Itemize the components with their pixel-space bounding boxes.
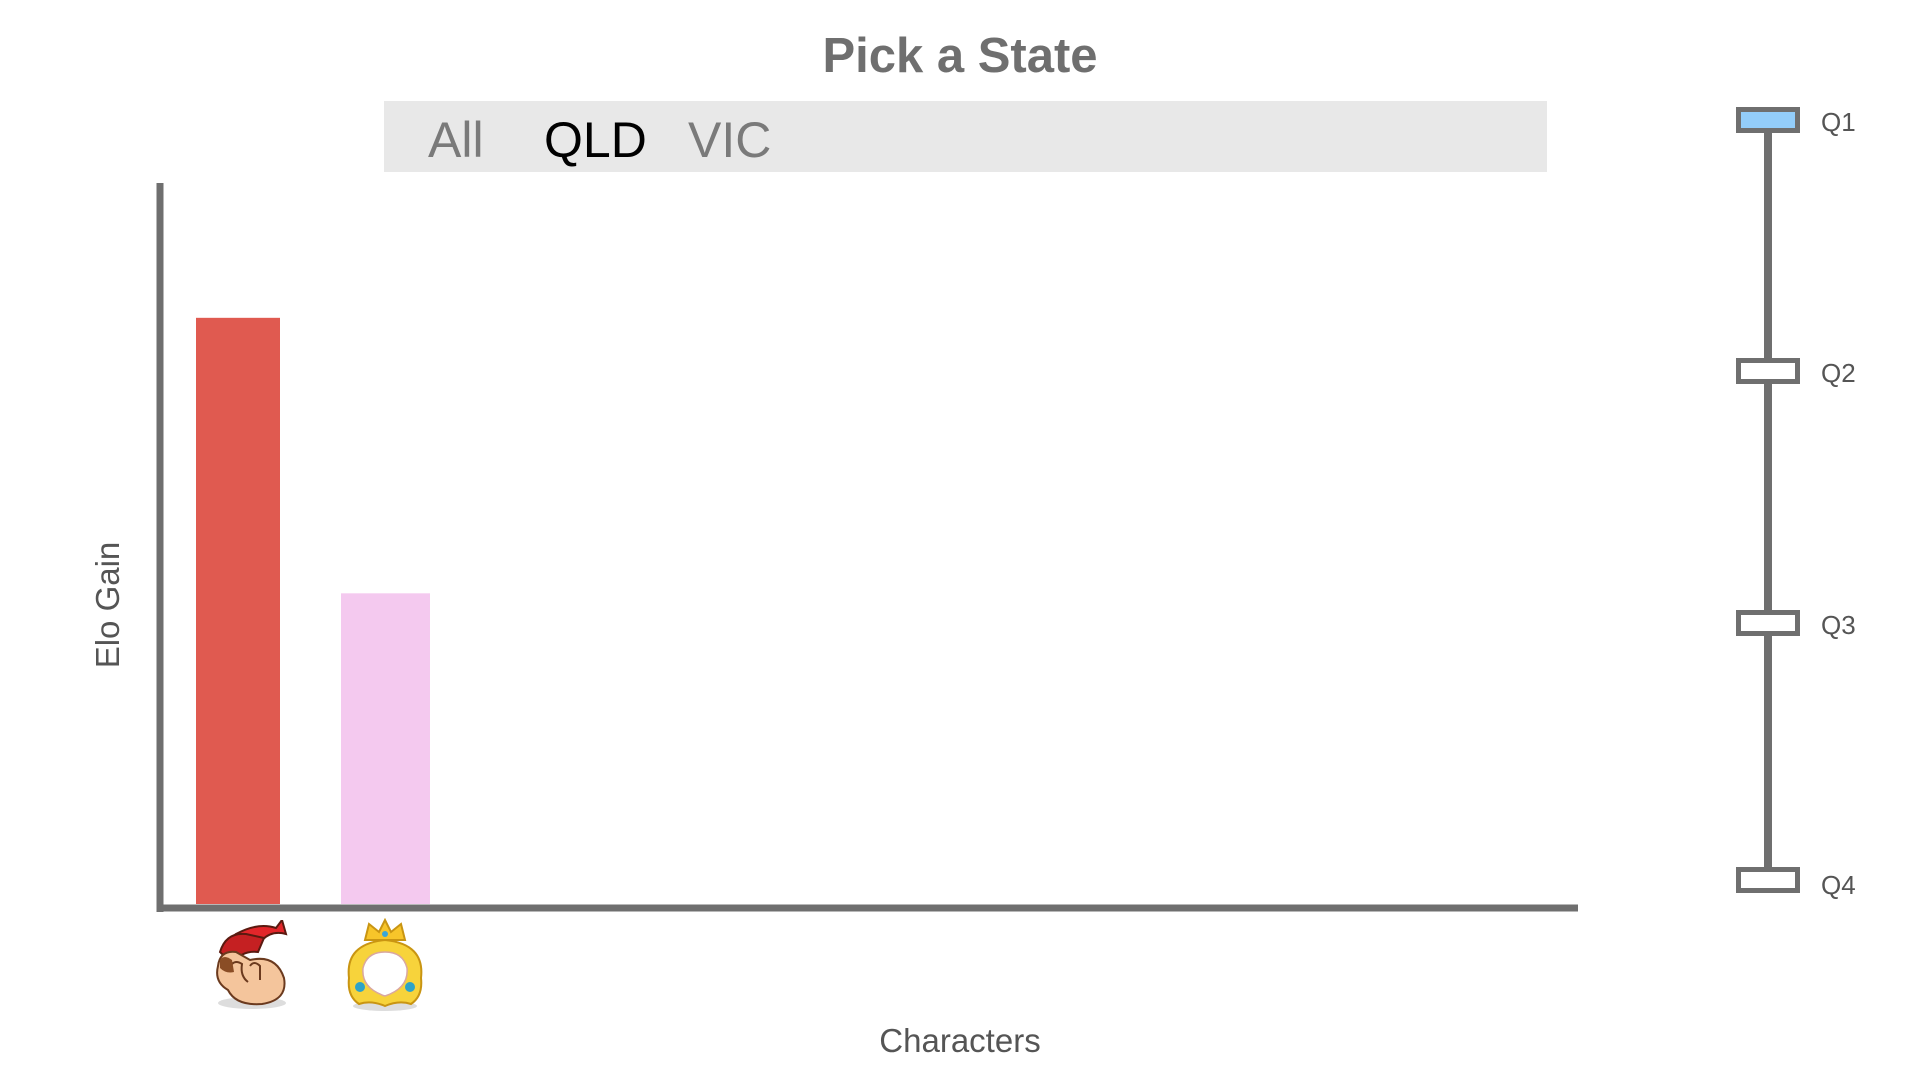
slider-stop-q2[interactable] bbox=[1736, 358, 1800, 384]
page-title: Pick a State bbox=[822, 29, 1098, 83]
bar-donkey-kong bbox=[196, 317, 280, 904]
slider-stop-q3[interactable] bbox=[1736, 610, 1800, 636]
bar-peach bbox=[341, 593, 430, 904]
state-tab-bar: All QLD VIC bbox=[384, 101, 1547, 172]
tab-vic[interactable]: VIC bbox=[688, 112, 772, 168]
slider-label-q4: Q4 bbox=[1821, 870, 1856, 900]
slider-stop-q4[interactable] bbox=[1736, 867, 1800, 893]
slider-label-q2: Q2 bbox=[1821, 358, 1856, 388]
donkey-kong-icon bbox=[216, 920, 288, 1009]
y-axis-label: Elo Gain bbox=[89, 541, 126, 669]
quartile-slider-track[interactable] bbox=[1764, 122, 1772, 892]
x-axis-label: Characters bbox=[879, 1022, 1041, 1059]
slider-stop-q1[interactable] bbox=[1736, 107, 1800, 133]
slider-label-q3: Q3 bbox=[1821, 610, 1856, 640]
tab-all[interactable]: All bbox=[428, 112, 484, 168]
peach-icon bbox=[347, 918, 423, 1011]
tab-qld[interactable]: QLD bbox=[544, 112, 647, 168]
slider-label-q1: Q1 bbox=[1821, 107, 1856, 137]
